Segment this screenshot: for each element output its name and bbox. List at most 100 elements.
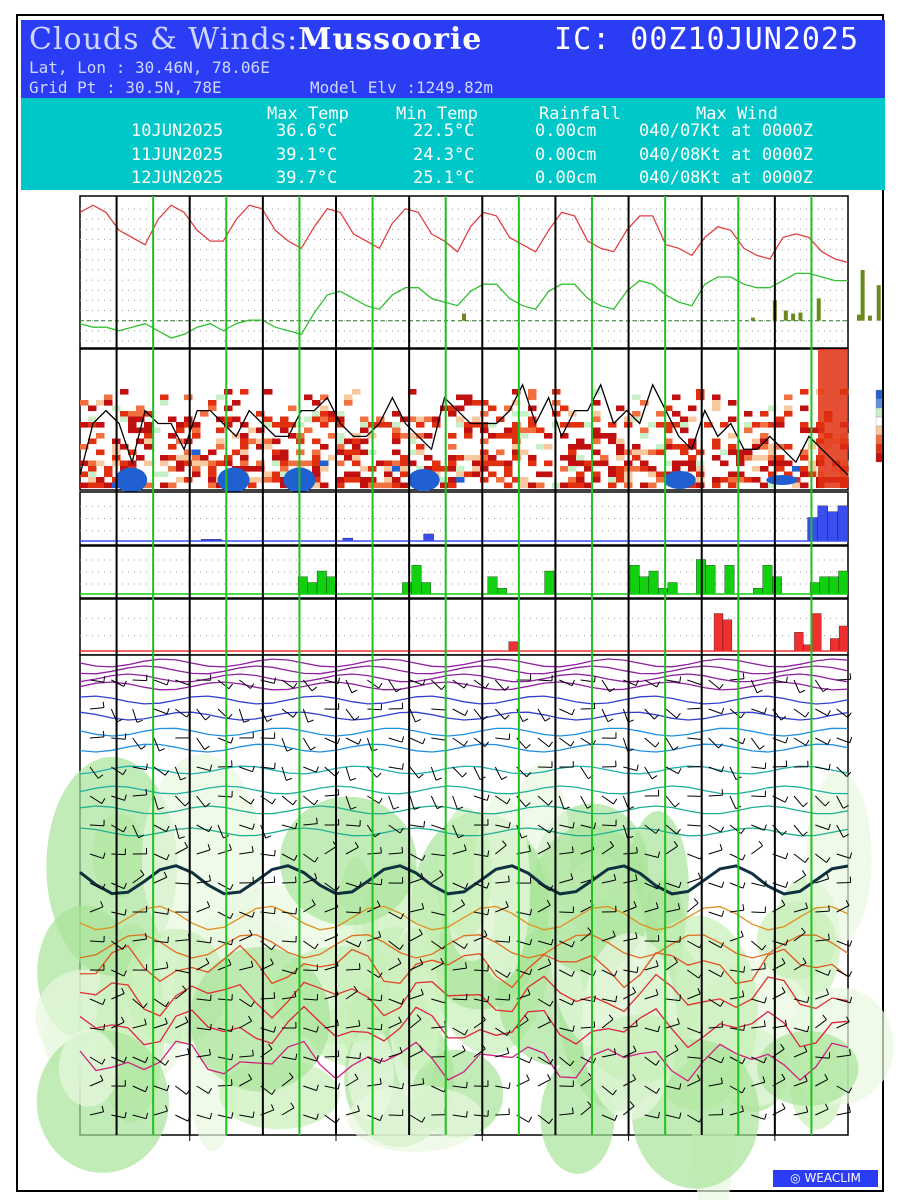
wind-barb xyxy=(601,845,614,855)
cloud-bar xyxy=(753,588,763,595)
vv-cell xyxy=(352,460,361,467)
vv-cell xyxy=(472,422,481,428)
wind-barb-flag xyxy=(228,683,233,690)
wind-barb-flag xyxy=(527,988,531,995)
vv-cell xyxy=(728,482,737,489)
vv-cell xyxy=(760,433,769,439)
wind-barb-flag xyxy=(102,998,106,1005)
wind-barb xyxy=(345,708,355,721)
vv-cell xyxy=(768,449,777,456)
vv-cell xyxy=(176,477,185,483)
dry-bulb-line xyxy=(79,204,849,264)
wind-barb xyxy=(367,852,382,855)
vv-cell xyxy=(736,477,745,483)
vv-cell xyxy=(224,455,233,461)
vv-cell xyxy=(480,477,489,483)
wind-barb-flag xyxy=(613,798,618,805)
vv-cell xyxy=(672,444,681,450)
wind-barb-flag xyxy=(359,1052,361,1059)
vv-cell xyxy=(448,405,457,412)
wind-barb-flag xyxy=(418,928,423,935)
wind-barb xyxy=(345,795,352,810)
wind-barb-flag xyxy=(209,1113,213,1120)
wind-barb-flag xyxy=(400,913,405,920)
wind-barb xyxy=(89,736,104,739)
vv-cell xyxy=(136,411,145,417)
wind-barb-flag xyxy=(122,944,127,950)
wind-barb xyxy=(751,845,763,855)
wind-barb xyxy=(217,964,232,971)
vv-cell xyxy=(144,444,153,450)
wind-barb xyxy=(836,1054,851,1058)
vv-cell xyxy=(344,394,353,401)
wind-barb xyxy=(644,1114,659,1119)
vv-cell xyxy=(472,455,481,461)
wind-barb-flag xyxy=(484,741,490,747)
wind-barb-flag xyxy=(742,854,746,861)
vv-cell xyxy=(592,416,601,423)
wind-barb xyxy=(644,965,659,971)
vv-cell xyxy=(480,400,489,406)
wind-barb-flag xyxy=(696,1074,701,1081)
wind-barb xyxy=(495,737,510,740)
vv-cell xyxy=(336,411,345,417)
wind-barb xyxy=(431,940,444,950)
wind-barb-flag xyxy=(165,825,170,832)
wind-barb xyxy=(793,824,804,837)
vv-cell xyxy=(304,416,313,423)
wind-barb xyxy=(366,737,373,752)
wind-barb-flag xyxy=(435,777,442,781)
vv-cell xyxy=(504,471,513,478)
wind-barb-flag xyxy=(636,764,639,771)
wind-barb-flag xyxy=(547,958,552,965)
wind-barb xyxy=(174,824,180,839)
wind-barb xyxy=(132,708,138,723)
temperature-contour xyxy=(79,805,849,815)
wind-barb xyxy=(281,795,294,806)
vv-cell xyxy=(784,411,793,417)
wind-barb xyxy=(751,968,766,971)
wind-barb xyxy=(793,874,807,884)
cloud-bar xyxy=(667,582,678,595)
vv-cell xyxy=(144,422,153,428)
vv-cell xyxy=(120,444,129,450)
wind-barb-flag xyxy=(521,835,528,839)
lat-lon: Lat, Lon : 30.46N, 78.06E xyxy=(29,58,270,77)
vv-cell xyxy=(696,389,705,395)
wind-barb-flag xyxy=(461,1045,466,1052)
wind-barb-flag xyxy=(587,927,592,933)
wind-barb-flag xyxy=(719,844,723,851)
vv-cell xyxy=(152,427,161,434)
wind-barb-flag xyxy=(824,1074,829,1080)
vv-cell xyxy=(656,422,665,428)
vv-cell xyxy=(376,416,385,423)
wind-barb xyxy=(196,998,211,1002)
vv-cell xyxy=(568,422,577,428)
wind-barb xyxy=(623,906,637,913)
vv-cell xyxy=(320,460,329,467)
wind-barb xyxy=(281,708,294,718)
vv-cell xyxy=(744,477,753,483)
vv-cell xyxy=(360,482,369,489)
wind-barb xyxy=(495,795,508,805)
vv-cell xyxy=(568,449,577,456)
wind-barb xyxy=(623,937,638,942)
vv-cell xyxy=(736,460,745,467)
wind-barb xyxy=(708,708,723,715)
wind-barb-flag xyxy=(204,802,211,808)
vv-cell xyxy=(536,471,545,478)
vv-cell xyxy=(176,427,185,434)
wind-barb-flag xyxy=(524,1014,529,1021)
wind-barb-flag xyxy=(571,941,575,948)
vv-cell xyxy=(576,471,585,478)
vv-cell xyxy=(768,455,777,461)
wind-barb-flag xyxy=(208,826,213,832)
wind-barb-flag xyxy=(316,1055,319,1062)
vv-cell xyxy=(168,455,177,461)
wind-barb-flag xyxy=(422,1077,425,1084)
wind-barb xyxy=(793,795,804,807)
vv-cell xyxy=(752,438,761,445)
vv-cell xyxy=(608,438,617,445)
wind-barb xyxy=(644,907,659,913)
vv-cell xyxy=(776,455,785,461)
